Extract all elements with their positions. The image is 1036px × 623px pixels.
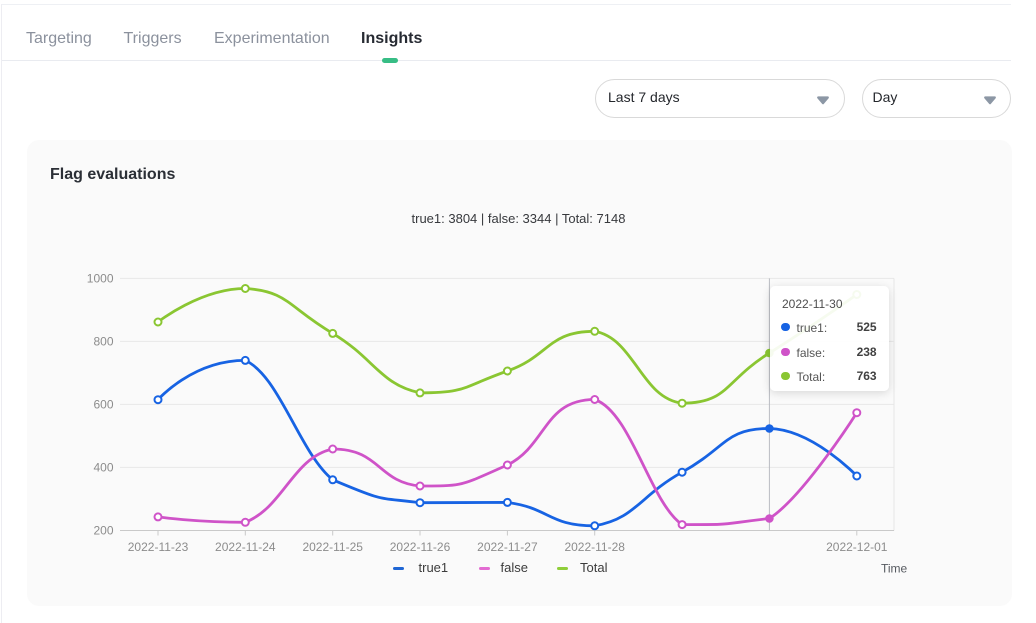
svg-text:2022-11-26: 2022-11-26 [390,540,451,554]
svg-text:1000: 1000 [87,272,114,286]
svg-text:600: 600 [93,398,113,412]
svg-text:2022-11-28: 2022-11-28 [564,540,625,554]
svg-text:Time: Time [881,562,908,576]
svg-text:200: 200 [93,524,113,538]
svg-text:2022-12-01: 2022-12-01 [826,540,888,554]
svg-text:2022-11-23: 2022-11-23 [128,540,189,554]
svg-text:800: 800 [93,335,113,349]
svg-text:2022-11-25: 2022-11-25 [302,540,363,554]
svg-text:2022-11-24: 2022-11-24 [215,540,276,554]
svg-text:2022-11-27: 2022-11-27 [477,540,538,554]
svg-text:400: 400 [93,461,113,475]
